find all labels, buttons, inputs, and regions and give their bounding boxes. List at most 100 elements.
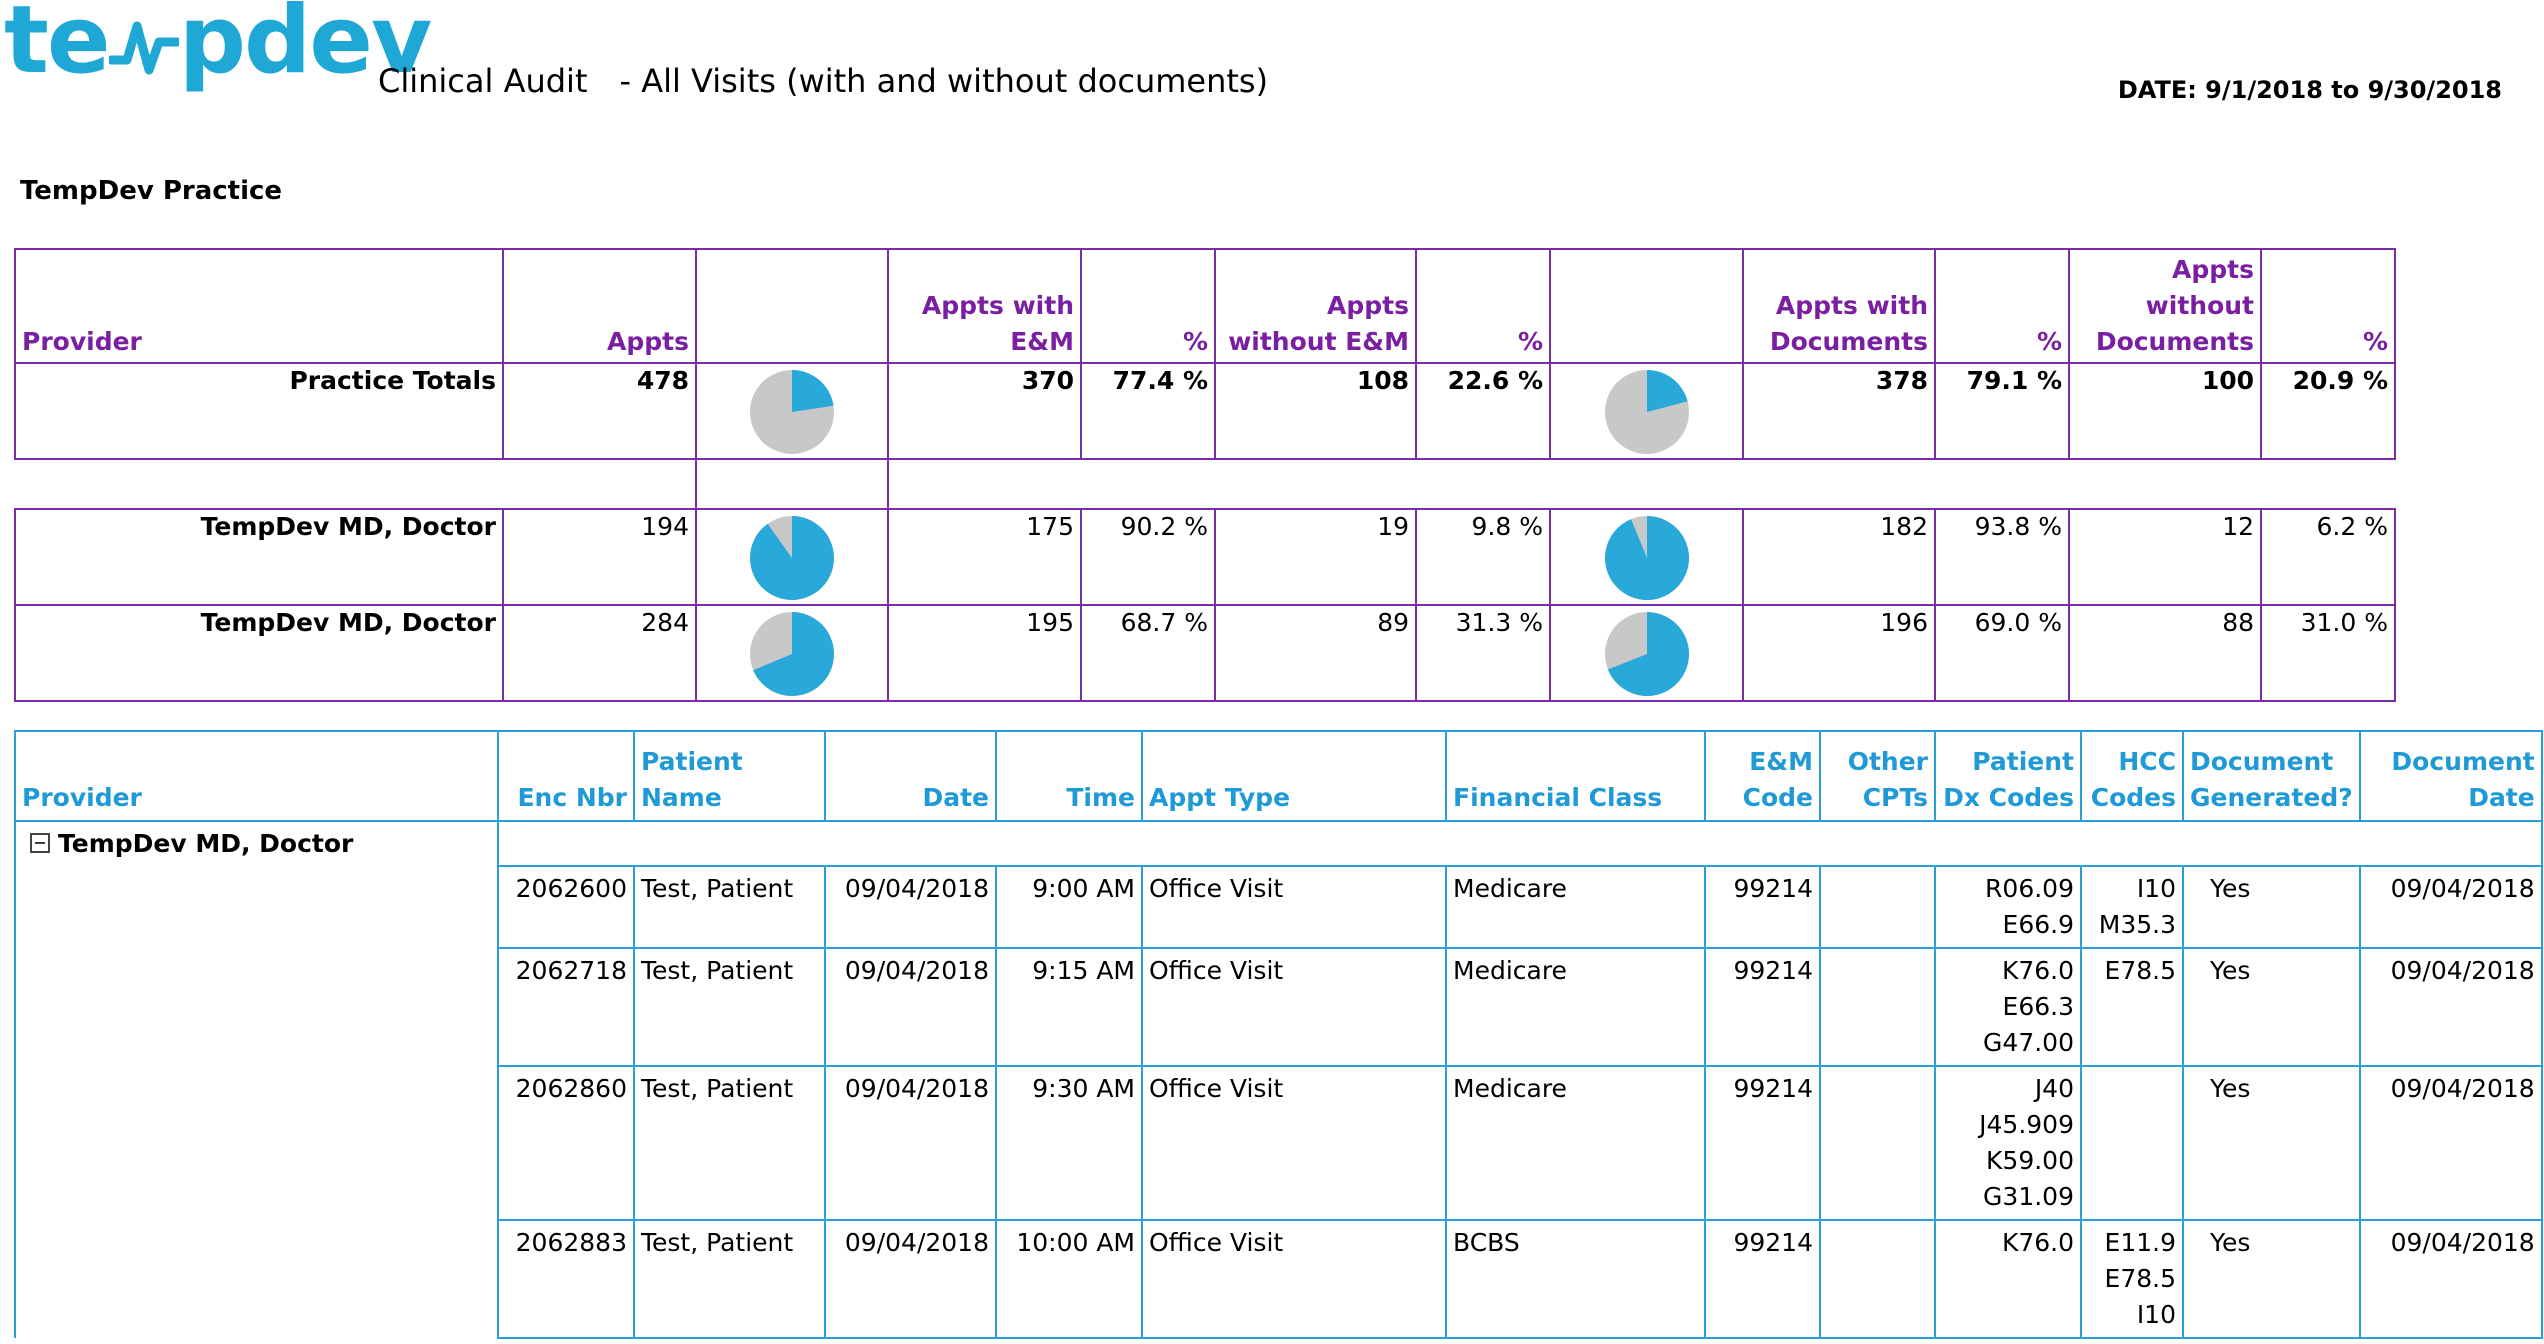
col-appts-without-em: Appts without E&M (1214, 248, 1417, 364)
code-item: R06.09 (1985, 874, 2074, 903)
row1-without-docs: 12 (2068, 508, 2262, 606)
totals-with-em-pct: 77.4 % (1080, 362, 1216, 460)
col-pie-em (695, 248, 889, 364)
totals-without-em-pct: 22.6 % (1415, 362, 1551, 460)
detail-body: 2062600 Test, Patient 09/04/2018 9:00 AM Off… (14, 865, 2543, 1339)
date-cell: 09/04/2018 (824, 947, 997, 1067)
table-row: 2062718 Test, Patient 09/04/2018 9:15 AM Off… (14, 947, 2543, 1067)
row2-with-docs-pct: 69.0 % (1934, 604, 2070, 702)
enc-nbr-cell: 2062883 (497, 1219, 635, 1339)
tempdev-logo: te pdev (4, 0, 432, 95)
financial-class-cell: Medicare (1445, 865, 1706, 949)
summary-totals-row: Practice Totals 478 370 77.4 % 108 22.6 … (14, 362, 2396, 460)
col-pie-docs (1549, 248, 1744, 364)
hcc-codes-cell: I10 M35.3 (2080, 865, 2184, 949)
row1-without-em-pct: 9.8 % (1415, 508, 1551, 606)
row1-with-docs-pct: 93.8 % (1934, 508, 2070, 606)
totals-with-docs-pct: 79.1 % (1934, 362, 2070, 460)
detail-group-row: TempDev MD, Doctor (14, 820, 2543, 867)
code-item: E78.5 (2104, 1264, 2176, 1293)
financial-class-cell: BCBS (1445, 1219, 1706, 1339)
row2-without-em: 89 (1214, 604, 1417, 702)
table-row: 2062883 Test, Patient 09/04/2018 10:00 AM Of… (14, 1219, 2543, 1339)
code-item: K76.0 (2001, 1228, 2074, 1257)
provider-blank-cell (14, 1220, 499, 1338)
pie-chart-em-row1 (750, 516, 834, 600)
other-cpts-cell (1819, 1065, 1936, 1221)
detail-col-em-code: E&M Code (1704, 730, 1821, 822)
appt-type-cell: Office Visit (1141, 1065, 1447, 1221)
appt-type-cell: Office Visit (1141, 1219, 1447, 1339)
row1-without-em: 19 (1214, 508, 1417, 606)
dx-codes-cell: J40 J45.909 K59.00 G31.09 (1934, 1065, 2082, 1221)
code-item: J40 (2034, 1074, 2074, 1103)
provider-blank-cell (14, 948, 499, 1066)
em-code-cell: 99214 (1704, 865, 1821, 949)
pie-chart-docs-totals (1604, 370, 1689, 454)
row2-without-docs: 88 (2068, 604, 2262, 702)
doc-date-cell: 09/04/2018 (2358, 947, 2543, 1067)
col-pct-without-docs: % (2260, 248, 2396, 364)
totals-with-docs: 378 (1742, 362, 1936, 460)
detail-table: Provider Enc Nbr Patient Name Date Time … (14, 730, 2543, 1339)
doc-generated-cell: Yes (2182, 1065, 2361, 1221)
spacer-cell (888, 458, 2395, 510)
detail-col-doc-date: Document Date (2358, 730, 2543, 822)
pie-value-slice (1607, 612, 1689, 696)
hcc-codes-cell (2080, 1065, 2184, 1221)
date-cell: 09/04/2018 (824, 1219, 997, 1339)
pie-value-slice (1604, 516, 1689, 600)
logo-text-left: te (4, 0, 111, 95)
hcc-codes-cell: E11.9 E78.5 I10 (2080, 1219, 2184, 1339)
detail-col-other-cpts: Other CPTs (1819, 730, 1936, 822)
time-cell: 9:30 AM (995, 1065, 1143, 1221)
row2-appts: 284 (502, 604, 697, 702)
row1-with-docs: 182 (1742, 508, 1936, 606)
group-provider-label: TempDev MD, Doctor (58, 829, 354, 858)
detail-col-time: Time (995, 730, 1143, 822)
col-pct-with-docs: % (1934, 248, 2070, 364)
totals-provider: Practice Totals (14, 362, 504, 460)
code-item: E66.9 (2002, 910, 2074, 939)
table-row: 2062600 Test, Patient 09/04/2018 9:00 AM Off… (14, 865, 2543, 949)
code-item: K76.0 (2001, 956, 2074, 985)
pie-chart-em-totals (750, 370, 834, 454)
doc-date-cell: 09/04/2018 (2358, 865, 2543, 949)
dx-codes-cell: R06.09 E66.9 (1934, 865, 2082, 949)
date-cell: 09/04/2018 (824, 865, 997, 949)
code-item: I10 (2136, 874, 2176, 903)
row2-pie-docs-cell (1549, 604, 1744, 702)
row1-with-em: 175 (887, 508, 1082, 606)
row2-pie-em-cell (695, 604, 889, 702)
pie-value-slice (792, 370, 834, 412)
enc-nbr-cell: 2062718 (497, 947, 635, 1067)
totals-pie-docs-cell (1549, 362, 1744, 460)
detail-header-row: Provider Enc Nbr Patient Name Date Time … (14, 730, 2543, 822)
em-code-cell: 99214 (1704, 1065, 1821, 1221)
dx-codes-cell: K76.0 E66.3 G47.00 (1934, 947, 2082, 1067)
code-item: J45.909 (1979, 1110, 2074, 1139)
practice-name: TempDev Practice (20, 176, 283, 206)
time-cell: 9:00 AM (995, 865, 1143, 949)
totals-appts: 478 (502, 362, 697, 460)
patient-name-cell: Test, Patient (633, 1065, 826, 1221)
row2-with-docs: 196 (1742, 604, 1936, 702)
summary-provider-row-1: TempDev MD, Doctor 194 175 90.2 % 19 9.8… (14, 508, 2396, 606)
collapse-toggle-icon[interactable] (30, 833, 50, 853)
patient-name-cell: Test, Patient (633, 1219, 826, 1339)
detail-col-doc-generated: Document Generated? (2182, 730, 2361, 822)
appt-type-cell: Office Visit (1141, 947, 1447, 1067)
spacer-cell (503, 458, 696, 510)
code-item: K59.00 (1986, 1146, 2074, 1175)
group-toggle-cell[interactable]: TempDev MD, Doctor (14, 820, 499, 866)
report-subtitle: - All Visits (with and without documents… (619, 62, 1269, 100)
summary-table: Provider Appts Appts with E&M % Appts wi… (14, 248, 2396, 702)
spacer-cell (695, 458, 889, 510)
detail-col-provider: Provider (14, 730, 499, 822)
detail-col-date: Date (824, 730, 997, 822)
doc-date-cell: 09/04/2018 (2358, 1219, 2543, 1339)
doc-generated-cell: Yes (2182, 1219, 2361, 1339)
row1-provider: TempDev MD, Doctor (14, 508, 504, 606)
pie-value-slice (753, 612, 834, 696)
code-item: E66.3 (2002, 992, 2074, 1021)
